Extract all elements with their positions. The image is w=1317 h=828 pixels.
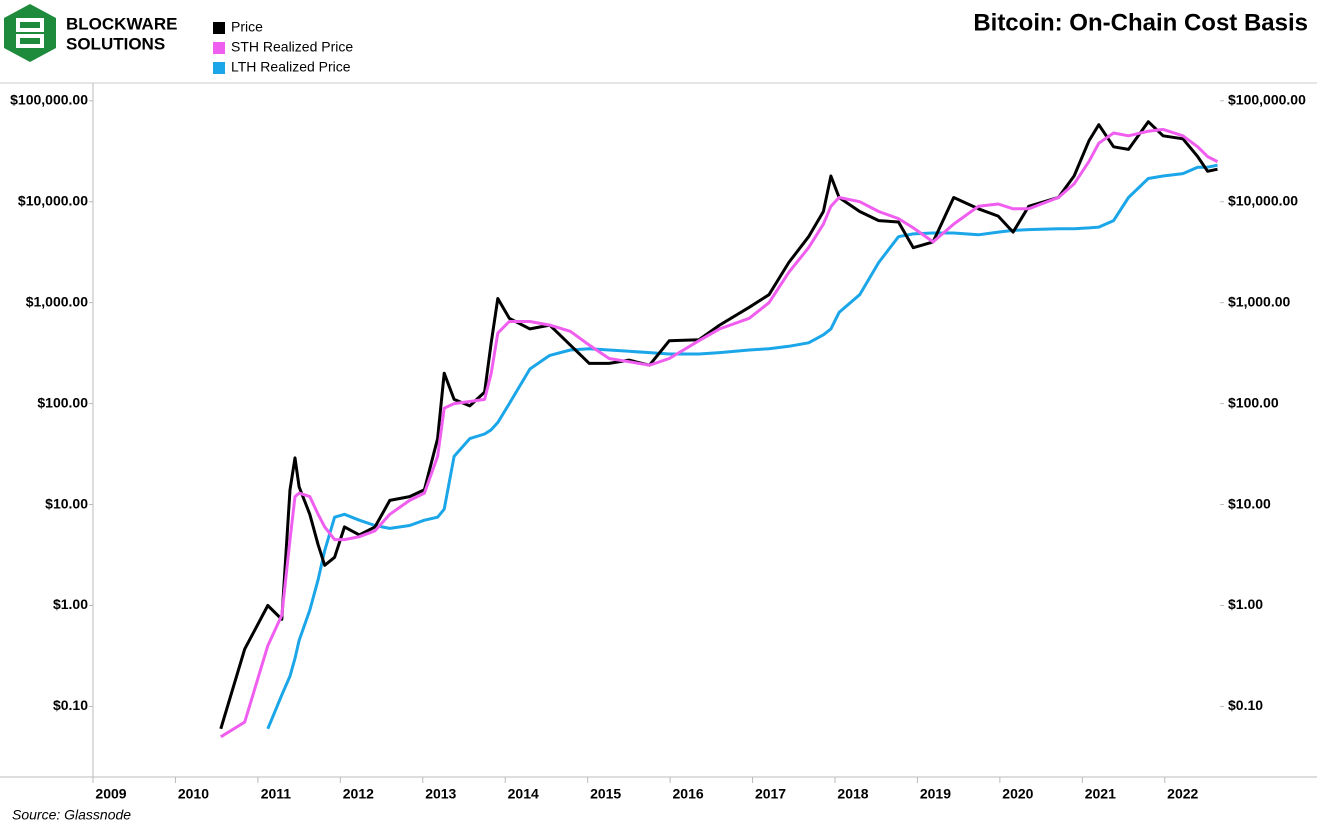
logo-text: BLOCKWARE xyxy=(66,14,177,33)
x-tick-label: 2009 xyxy=(95,786,126,802)
series-line xyxy=(219,120,1218,730)
y-tick-label: $100,000.00 xyxy=(10,91,88,107)
legend-label: Price xyxy=(231,19,263,35)
logo-hex xyxy=(4,4,56,62)
x-tick-label: 2015 xyxy=(590,786,621,802)
x-tick-label: 2021 xyxy=(1085,786,1116,802)
x-tick-label: 2013 xyxy=(425,786,456,802)
x-tick-label: 2016 xyxy=(673,786,704,802)
logo-mark xyxy=(16,18,44,48)
series-line xyxy=(266,163,1218,730)
x-tick-label: 2010 xyxy=(178,786,209,802)
x-tick-label: 2014 xyxy=(508,786,539,802)
legend-swatch xyxy=(213,22,225,34)
legend-swatch xyxy=(213,62,225,74)
y-tick-label: $10,000.00 xyxy=(18,192,88,208)
x-tick-label: 2022 xyxy=(1167,786,1198,802)
x-tick-label: 2019 xyxy=(920,786,951,802)
y2-tick-label: $100.00 xyxy=(1228,394,1279,410)
series-line xyxy=(220,127,1219,739)
y2-tick-label: $100,000.00 xyxy=(1228,91,1306,107)
y2-tick-label: $1,000.00 xyxy=(1228,293,1290,309)
logo: BLOCKWARE SOLUTIONS xyxy=(4,4,177,62)
y-tick-label: $100.00 xyxy=(37,394,88,410)
x-tick-label: 2018 xyxy=(837,786,868,802)
chart-title: Bitcoin: On-Chain Cost Basis xyxy=(973,9,1308,36)
y-tick-label: $0.10 xyxy=(53,697,88,713)
y-tick-label: $10.00 xyxy=(45,495,88,511)
logo-text: SOLUTIONS xyxy=(66,34,165,53)
x-tick-label: 2012 xyxy=(343,786,374,802)
y2-tick-label: $10.00 xyxy=(1228,495,1271,511)
y-tick-label: $1.00 xyxy=(53,596,88,612)
legend-label: LTH Realized Price xyxy=(231,59,351,75)
x-tick-label: 2011 xyxy=(261,786,292,802)
y-tick-label: $1,000.00 xyxy=(26,293,88,309)
legend-label: STH Realized Price xyxy=(231,39,353,55)
legend-swatch xyxy=(213,42,225,54)
y2-tick-label: $10,000.00 xyxy=(1228,192,1298,208)
y2-tick-label: $1.00 xyxy=(1228,596,1263,612)
x-tick-label: 2017 xyxy=(755,786,786,802)
x-tick-label: 2020 xyxy=(1002,786,1033,802)
y2-tick-label: $0.10 xyxy=(1228,697,1263,713)
source: Source: Glassnode xyxy=(12,807,131,823)
